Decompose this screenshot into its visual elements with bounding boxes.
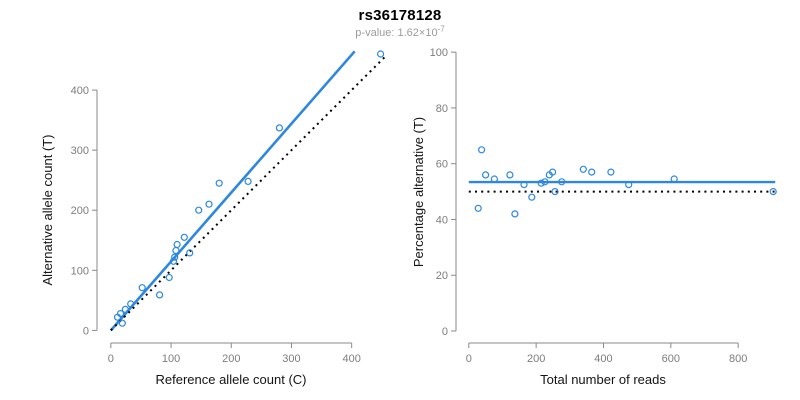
allele-counts-y-axis: 0 100 200 300 400 <box>71 85 98 337</box>
data-point <box>482 171 490 179</box>
y-axis-title: Alternative allele count (T) <box>40 134 55 285</box>
x-tick-label: 0 <box>466 353 472 365</box>
data-point <box>511 210 519 218</box>
data-point <box>558 178 566 186</box>
y-tick-label: 80 <box>436 103 448 115</box>
data-point <box>116 310 125 318</box>
allele-counts-points <box>113 50 385 327</box>
data-point <box>528 193 536 201</box>
data-point <box>377 50 385 58</box>
y-tick-label: 400 <box>71 85 89 97</box>
x-tick-label: 600 <box>662 353 680 365</box>
data-point <box>548 168 557 176</box>
y-tick-label: 100 <box>430 47 448 59</box>
x-tick-label: 0 <box>108 353 114 365</box>
x-tick-label: 400 <box>594 353 612 365</box>
data-point <box>244 177 252 185</box>
allele-counts-x-axis: 0 100 200 300 400 <box>108 342 361 365</box>
data-point <box>195 206 203 214</box>
data-point <box>173 240 181 249</box>
data-point <box>118 319 126 327</box>
y-tick-label: 300 <box>71 145 89 157</box>
data-point <box>490 175 498 183</box>
y-tick-label: 200 <box>71 205 89 217</box>
identity-line <box>110 54 388 332</box>
data-point <box>169 257 178 265</box>
allele-counts-lines <box>109 50 388 332</box>
x-tick-label: 200 <box>222 353 240 365</box>
data-point <box>474 204 482 212</box>
x-axis-title: Reference allele count (C) <box>155 372 306 387</box>
data-point <box>588 168 596 176</box>
percentage-alternative-points <box>474 146 777 218</box>
y-tick-label: 100 <box>71 265 89 277</box>
fit-line <box>109 50 356 332</box>
data-point <box>625 181 633 189</box>
data-point <box>275 124 283 132</box>
data-point <box>172 246 180 255</box>
data-point <box>551 188 559 196</box>
data-point <box>579 165 587 173</box>
percentage-alternative-lines <box>468 180 776 193</box>
percentage-alternative-y-axis: 0 20 40 60 80 100 <box>430 47 457 338</box>
allele-counts-plot: 0 100 200 300 400 0 100 200 300 400 Reference alle… <box>40 50 388 387</box>
data-point <box>165 273 173 282</box>
data-point <box>138 284 146 292</box>
x-axis-title: Total number of reads <box>540 372 666 387</box>
y-tick-label: 60 <box>436 159 448 171</box>
data-point <box>127 300 135 308</box>
y-tick-label: 0 <box>442 326 448 338</box>
x-tick-label: 200 <box>527 353 545 365</box>
data-point <box>520 181 528 189</box>
x-tick-label: 300 <box>282 353 300 365</box>
y-tick-label: 0 <box>83 325 89 337</box>
data-point <box>180 233 188 241</box>
data-point <box>215 179 223 187</box>
data-point <box>478 146 486 154</box>
percentage-alternative-x-axis: 0 200 400 600 800 <box>466 342 747 365</box>
x-tick-label: 400 <box>342 353 360 365</box>
data-point <box>121 305 129 313</box>
data-point <box>171 253 179 261</box>
data-point <box>769 188 777 196</box>
data-point <box>541 178 549 186</box>
data-point <box>156 291 164 299</box>
data-point <box>506 171 514 179</box>
y-tick-label: 20 <box>436 270 448 282</box>
data-point <box>205 200 213 208</box>
data-point <box>607 168 615 176</box>
data-point <box>670 175 678 183</box>
data-point <box>537 179 545 187</box>
percentage-alternative-plot: 0 200 400 600 800 0 20 40 60 80 100 Total number of… <box>411 47 777 387</box>
x-tick-label: 100 <box>162 353 180 365</box>
y-axis-title: Percentage alternative (T) <box>411 117 426 267</box>
data-point <box>186 249 194 257</box>
x-tick-label: 800 <box>729 353 747 365</box>
y-tick-label: 40 <box>436 214 448 226</box>
